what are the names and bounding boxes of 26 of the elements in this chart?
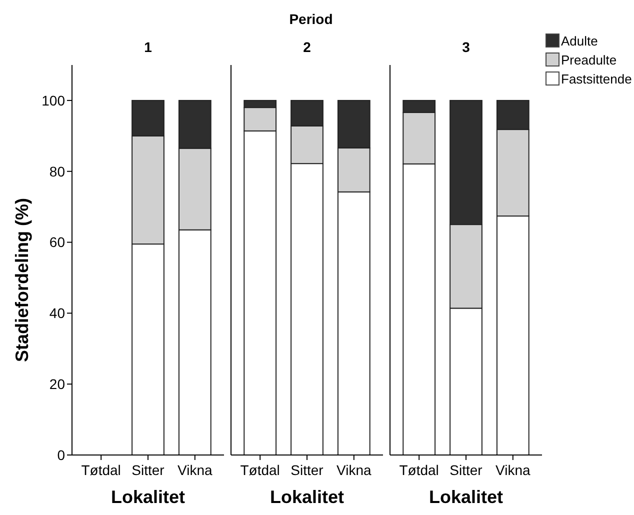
y-tick-label: 80 (49, 163, 66, 180)
chart-title: 3 (462, 39, 470, 55)
y-tick-label: 40 (49, 305, 66, 322)
x-tick-label: Tøtdal (240, 462, 280, 478)
text: Fastsittende (561, 72, 632, 87)
y-tick-label: 100 (42, 92, 66, 108)
y-tick-label: 60 (49, 234, 66, 250)
legend-label: Preadulte (561, 52, 617, 68)
x-tick-label: Sitter (290, 462, 324, 478)
y-tick-label: 0 (57, 446, 66, 463)
x-axis-title: Lokalitet (428, 487, 504, 507)
y-tick-label: 20 (49, 376, 66, 392)
x-tick-label: Tøtdal (81, 462, 121, 478)
x-tick-label: Vikna (178, 462, 213, 478)
x-tick-label: Sitter (132, 462, 165, 478)
x-axis-title: Lokalitet (270, 487, 344, 507)
x-tick-label: Vikna (496, 462, 531, 478)
chart-title: 2 (303, 39, 312, 55)
x-axis-title: Lokalitet (110, 487, 186, 507)
x-tick-label: Sitter (450, 462, 483, 478)
text: Period (289, 11, 333, 27)
x-tick-label: Tøtdal (399, 462, 439, 478)
x-tick-label: Vikna (336, 462, 372, 478)
legend-label: Adulte (561, 34, 598, 49)
y-axis-title: Stadiefordeling (%) (12, 198, 32, 362)
chart-title: 1 (144, 39, 152, 55)
